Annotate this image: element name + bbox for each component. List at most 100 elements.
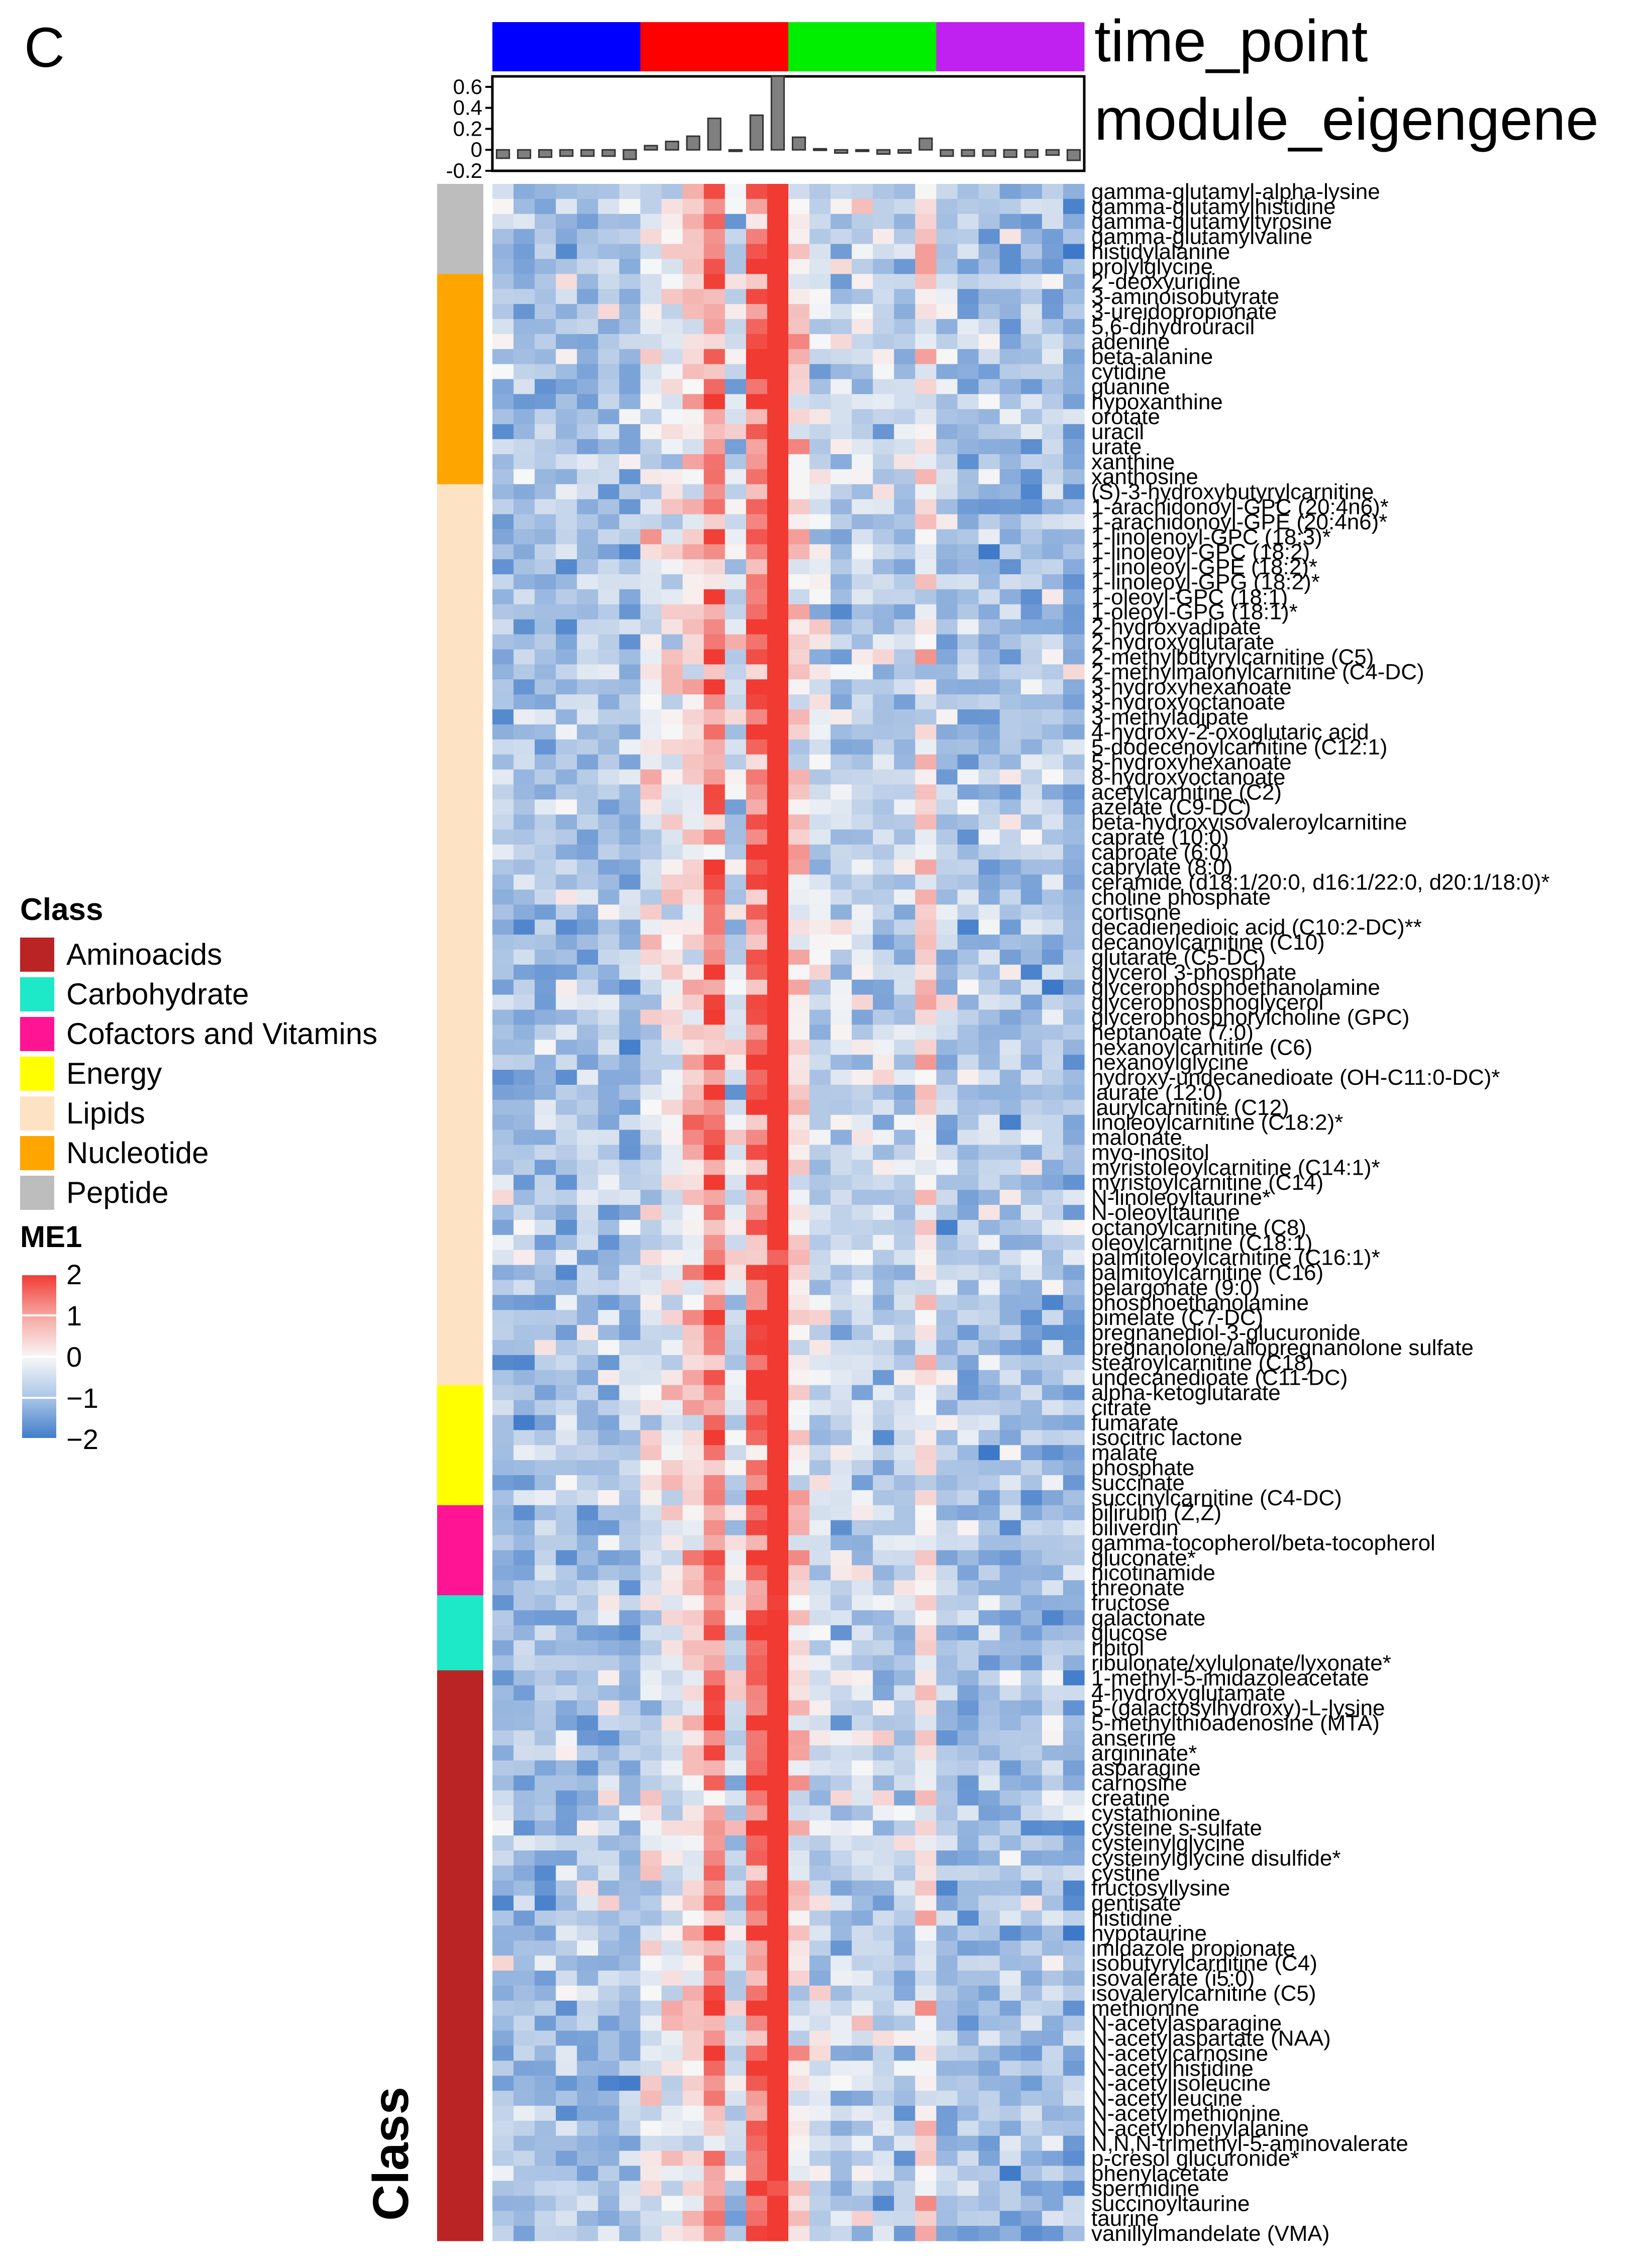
heatmap-cell: [535, 2000, 556, 2016]
heatmap-cell: [1063, 1415, 1085, 1430]
heatmap-cell: [577, 1145, 598, 1161]
heatmap-cell: [1042, 1640, 1064, 1656]
heatmap-cell: [873, 784, 894, 800]
eigengene-bar: [770, 75, 785, 151]
heatmap-cell: [492, 1985, 514, 2001]
heatmap-cell: [535, 2211, 556, 2226]
heatmap-cell: [598, 634, 620, 650]
heatmap-cell: [619, 544, 641, 560]
heatmap-cell: [936, 1520, 958, 1536]
heatmap-cell: [788, 1219, 810, 1235]
class-axis-label: Class: [363, 2087, 419, 2221]
heatmap-cell: [788, 709, 810, 725]
heatmap-cell: [1063, 664, 1085, 680]
heatmap-cell: [661, 1099, 683, 1115]
heatmap-cell: [598, 1505, 620, 1521]
heatmap-cell: [682, 2106, 704, 2121]
heatmap-cell: [957, 1971, 979, 1986]
heatmap-cell: [788, 484, 810, 500]
heatmap-cell: [809, 2030, 831, 2046]
heatmap-cell: [577, 1250, 598, 1266]
heatmap-cell: [619, 1700, 641, 1716]
heatmap-cell: [535, 544, 556, 560]
heatmap-cell: [915, 1940, 937, 1956]
heatmap-cell: [999, 1850, 1021, 1866]
row-label: xanthosine: [1091, 465, 1198, 489]
heatmap-cell: [556, 1925, 577, 1941]
heatmap-cell: [513, 1865, 535, 1881]
heatmap-cell: [703, 829, 726, 845]
heatmap-cell: [640, 1099, 662, 1115]
heatmap-cell: [640, 2045, 662, 2062]
heatmap-cell: [809, 1234, 831, 1251]
heatmap-cell: [535, 1325, 556, 1341]
heatmap-cell: [1020, 1490, 1043, 1506]
heatmap-cell: [661, 769, 683, 785]
heatmap-cell: [640, 709, 662, 725]
heatmap-cell: [682, 1655, 704, 1671]
heatmap-cell: [535, 1219, 556, 1235]
heatmap-cell: [831, 1610, 852, 1626]
heatmap-cell: [682, 649, 704, 665]
heatmap-cell: [535, 379, 556, 394]
heatmap-cell: [1020, 454, 1043, 470]
heatmap-cell: [1063, 1880, 1085, 1896]
heatmap-cell: [682, 454, 704, 470]
heatmap-cell: [598, 979, 620, 995]
heatmap-cell: [746, 1055, 768, 1070]
heatmap-cell: [619, 2226, 641, 2241]
heatmap-cell: [535, 1565, 556, 1581]
heatmap-cell: [682, 2135, 704, 2151]
heatmap-cell: [535, 1024, 556, 1040]
heatmap-cell: [957, 529, 979, 545]
heatmap-cell: [746, 2030, 768, 2046]
heatmap-cell: [725, 469, 747, 485]
heatmap-cell: [619, 2045, 641, 2062]
heatmap-cell: [809, 1250, 831, 1266]
heatmap-cell: [640, 2000, 662, 2016]
heatmap-cell: [492, 304, 514, 320]
eigengene-tick-label: 0.4: [453, 96, 482, 120]
eigengene-bar: [644, 145, 658, 151]
heatmap-cell: [598, 1295, 620, 1310]
heatmap-cell: [725, 919, 747, 935]
heatmap-cell: [1063, 544, 1085, 560]
heatmap-cell: [661, 1550, 683, 1566]
heatmap-cell: [957, 664, 979, 680]
heatmap-cell: [978, 739, 1000, 755]
heatmap-cell: [957, 709, 979, 725]
heatmap-cell: [831, 364, 852, 380]
heatmap-cell: [661, 1805, 683, 1821]
heatmap-cell: [535, 784, 556, 800]
heatmap-cell: [661, 454, 683, 470]
heatmap-cell: [725, 1971, 747, 1986]
heatmap-cell: [556, 1865, 577, 1881]
heatmap-cell: [682, 859, 704, 875]
heatmap-cell: [1020, 1250, 1043, 1266]
heatmap-cell: [682, 1415, 704, 1430]
heatmap-cell: [661, 649, 683, 665]
heatmap-cell: [915, 1475, 937, 1491]
module-eigengene-barplot: 0.60.40.20-0.2: [446, 75, 1086, 182]
heatmap-cell: [682, 364, 704, 380]
heatmap-cell: [556, 1745, 577, 1761]
heatmap-cell: [978, 1925, 1000, 1941]
heatmap-cell: [852, 1940, 873, 1956]
heatmap-cell: [640, 1655, 662, 1671]
heatmap-cell: [535, 529, 556, 545]
heatmap-cell: [957, 1700, 979, 1716]
heatmap-cell: [682, 964, 704, 980]
heatmap-cell: [999, 1040, 1021, 1055]
heatmap-cell: [788, 2045, 810, 2062]
heatmap-cell: [535, 950, 556, 965]
heatmap-cell: [788, 1715, 810, 1731]
heatmap-cell: [831, 2181, 852, 2196]
row-label: gluconate*: [1091, 1546, 1196, 1570]
heatmap-cell: [661, 994, 683, 1010]
panel-label: C: [24, 16, 65, 79]
heatmap-cell: [915, 2000, 937, 2016]
heatmap-cell: [894, 604, 916, 620]
heatmap-cell: [999, 214, 1021, 230]
row-label: palmitoleoylcarnitine (C16:1)*: [1091, 1246, 1380, 1270]
heatmap-cell: [535, 1805, 556, 1821]
